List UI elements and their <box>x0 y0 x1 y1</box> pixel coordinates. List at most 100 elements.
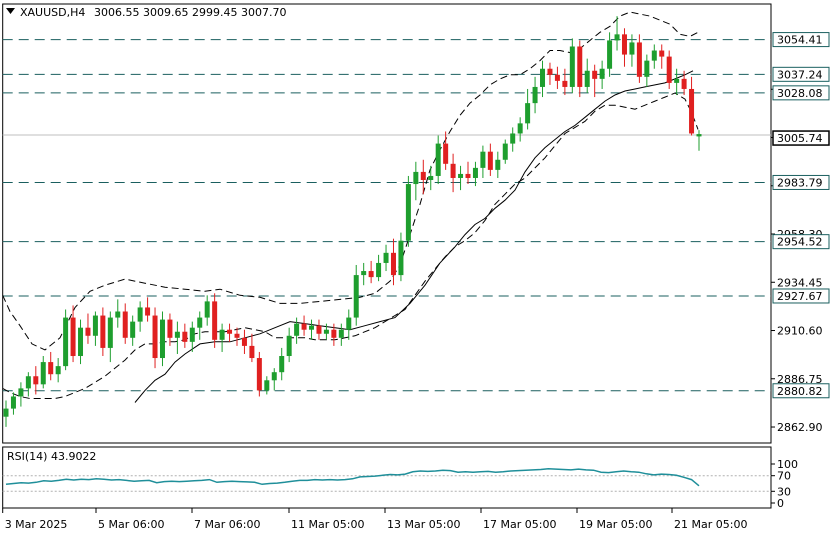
collapse-triangle-icon[interactable] <box>6 8 15 14</box>
candle-body <box>40 362 46 385</box>
candle-body <box>472 167 478 178</box>
level-label-box <box>772 85 830 101</box>
level-label-text: 3028.08 <box>777 87 823 100</box>
candle <box>435 135 441 185</box>
candle <box>361 262 367 286</box>
candle-body <box>577 46 583 87</box>
candle-body <box>346 317 352 330</box>
candle-body <box>450 163 456 178</box>
time-tick-label: 3 Mar 2025 <box>5 518 68 531</box>
level-label: 3037.24 <box>772 66 830 82</box>
candle <box>85 313 91 344</box>
rsi-tick-label: 70 <box>777 470 791 483</box>
time-tick-label: 21 Mar 05:00 <box>674 518 747 531</box>
candle <box>130 315 136 346</box>
time-tick-label: 13 Mar 05:00 <box>387 518 460 531</box>
candle <box>636 34 642 83</box>
price-tick-label: 2886.75 <box>777 373 823 386</box>
candle <box>70 305 76 363</box>
current-price-box <box>772 130 830 146</box>
candle <box>279 347 285 381</box>
level-label-text: 2954.52 <box>777 236 823 249</box>
candle <box>644 54 650 87</box>
candle <box>33 366 39 395</box>
candle <box>569 38 575 94</box>
candle-body <box>510 133 516 144</box>
candle <box>405 175 411 247</box>
level-label-box <box>772 174 830 190</box>
candle <box>443 131 449 170</box>
candle <box>78 319 84 365</box>
candle-body <box>390 252 396 276</box>
candle-body <box>383 252 389 263</box>
time-tick-label: 17 Mar 05:00 <box>483 518 556 531</box>
candle <box>331 323 337 346</box>
candle-body <box>264 380 270 391</box>
candle <box>681 70 687 96</box>
level-label-box <box>772 383 830 399</box>
candle-body <box>3 408 9 417</box>
level-label-box <box>772 234 830 250</box>
candle-body <box>554 74 560 81</box>
candle <box>614 16 620 51</box>
candle <box>197 311 203 340</box>
candle-body <box>182 331 188 342</box>
candle-body <box>92 315 98 336</box>
candle <box>607 32 613 77</box>
candle <box>517 117 523 142</box>
candle-body <box>584 70 590 87</box>
candle-body <box>696 134 702 137</box>
candlesticks <box>3 16 702 427</box>
level-label-text: 2880.82 <box>777 385 823 398</box>
level-labels: 3054.41 3037.24 3028.08 2983.79 2954.52 2927.… <box>772 32 830 399</box>
symbol-label: XAUUSD,H4 <box>20 6 85 19</box>
candle <box>107 311 113 363</box>
candle-body <box>63 317 69 367</box>
candle <box>368 260 374 284</box>
candle <box>294 317 300 344</box>
rsi-tick-label: 0 <box>777 497 784 510</box>
candle-body <box>353 275 359 318</box>
middle-band-line <box>134 70 694 403</box>
bollinger-bands <box>2 11 699 403</box>
candle-body <box>629 42 635 55</box>
candle-body <box>368 271 374 278</box>
candle <box>659 44 665 69</box>
candle <box>346 309 352 340</box>
candle-body <box>547 68 553 75</box>
candle-body <box>674 78 680 83</box>
candle <box>3 400 9 427</box>
candle <box>472 161 478 187</box>
candle-body <box>666 56 672 83</box>
candle <box>115 299 121 328</box>
price-tick-label: 2862.90 <box>777 421 823 434</box>
candle-body <box>569 46 575 87</box>
level-label: 2880.82 <box>772 383 830 399</box>
candle <box>629 34 635 67</box>
candle <box>510 127 516 152</box>
main-chart-frame <box>2 3 772 509</box>
upper-band-line <box>2 11 699 351</box>
candle-body <box>480 151 486 168</box>
time-tick-label: 5 Mar 06:00 <box>98 518 164 531</box>
candle-body <box>70 317 76 357</box>
candle <box>25 372 31 397</box>
candle-body <box>607 40 613 69</box>
candle <box>159 311 165 367</box>
candle <box>651 44 657 69</box>
candle <box>577 40 583 98</box>
candle-body <box>159 319 165 359</box>
level-label-box <box>772 32 830 48</box>
candle-body <box>316 325 322 334</box>
candle <box>286 327 292 363</box>
candle-body <box>48 362 54 375</box>
candle <box>465 161 471 185</box>
candle-body <box>487 151 493 170</box>
candle <box>599 60 605 89</box>
candle <box>271 368 277 391</box>
candle <box>689 76 695 136</box>
candle-body <box>167 319 173 338</box>
candle-body <box>219 329 225 340</box>
candle-body <box>197 317 203 328</box>
